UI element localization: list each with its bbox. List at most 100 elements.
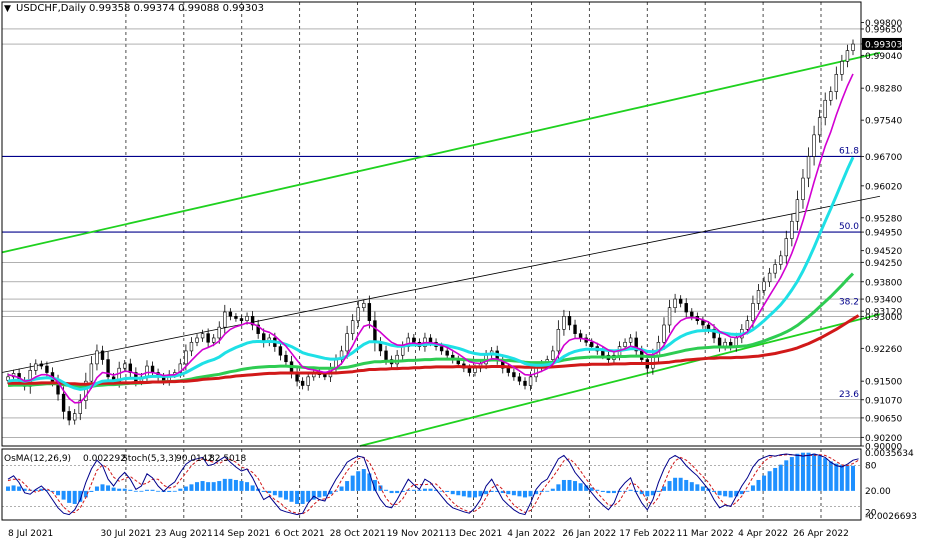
candle-body <box>34 363 38 371</box>
osma-bar <box>333 490 338 492</box>
candle-body <box>184 350 188 365</box>
x-tick-label: 11 Mar 2022 <box>677 529 734 539</box>
osma-bar <box>567 479 572 491</box>
candle-body <box>278 346 283 356</box>
x-tick-label: 17 Feb 2022 <box>619 529 675 539</box>
candle-body <box>684 303 688 313</box>
candle-body <box>78 400 82 414</box>
candle-body <box>845 50 850 62</box>
candle-body <box>784 238 788 257</box>
ema-mid-line <box>7 156 855 391</box>
axes: 8 Jul 2021 30 Jul 2021 23 Aug 2021 14 Sep 2… <box>1 1 917 539</box>
candle-body <box>39 363 44 367</box>
osma-bar <box>628 489 633 491</box>
oscillator-plot <box>2 449 861 520</box>
osma-bar <box>839 464 844 491</box>
oscillator-y-tick-label: -0.0026693 <box>865 512 917 522</box>
osma-bar <box>756 479 761 491</box>
x-tick-label: 23 Aug 2021 <box>155 529 213 539</box>
osma-bar <box>539 490 544 492</box>
osma-bar <box>350 475 355 491</box>
candle-body <box>89 363 94 382</box>
x-tick-label: 14 Sep 2021 <box>213 529 270 539</box>
channel-lower-line <box>359 313 881 447</box>
x-tick-label: 30 Jul 2021 <box>100 529 151 539</box>
candle-body <box>678 298 683 304</box>
candle-body <box>590 341 594 347</box>
osma-bar <box>178 488 183 491</box>
osma-bar <box>111 487 116 491</box>
candle-body <box>412 337 416 343</box>
chart-symbol: USDCHF,Daily <box>16 3 86 14</box>
osma-bar <box>217 481 222 491</box>
osma-bar <box>550 488 555 491</box>
candle-body <box>523 380 527 386</box>
current-price-tag <box>862 37 902 50</box>
osma-bar <box>511 490 516 496</box>
candle-body <box>45 365 49 373</box>
candle-body <box>100 350 105 360</box>
osma-bar <box>745 490 750 492</box>
osma-bar <box>800 452 805 491</box>
osma-bar <box>311 490 316 500</box>
osma-bar <box>600 490 605 492</box>
candle-body <box>195 337 199 343</box>
candle-body <box>656 341 661 356</box>
osma-bar <box>684 479 689 491</box>
osma-bar <box>67 490 72 503</box>
osma-bar <box>828 461 833 491</box>
osma-bar <box>72 490 77 504</box>
candle-body <box>106 359 110 378</box>
candle-body <box>806 156 811 179</box>
candle-body <box>623 341 627 347</box>
osma-bar <box>806 452 811 491</box>
candle-body <box>690 311 694 317</box>
y-tick-label: 0.90650 <box>865 414 902 424</box>
candle-body <box>234 316 238 319</box>
candle-body <box>284 354 288 363</box>
osma-bar <box>339 486 344 491</box>
osma-bar <box>678 477 683 491</box>
osma-bar <box>422 488 427 491</box>
oscillator-y-tick-label: 20.00 <box>865 487 891 497</box>
candle-body <box>801 177 805 200</box>
osma-bar <box>573 481 578 491</box>
osma-bar <box>400 490 405 492</box>
osma-bar <box>272 490 277 496</box>
y-tick-label: 0.90200 <box>865 434 902 444</box>
osma-bar <box>617 490 622 492</box>
osma-bar <box>78 490 83 502</box>
osma-bar <box>289 490 294 502</box>
y-tick-label: 0.95280 <box>865 214 902 224</box>
chart-ohlc-values: 0.99358 0.99374 0.99088 0.99303 <box>89 3 264 14</box>
candle-body <box>61 393 66 412</box>
candle-body <box>467 367 472 373</box>
osma-bar <box>150 489 155 491</box>
osma-bar <box>723 490 728 497</box>
candle-body <box>512 372 516 378</box>
osma-bar <box>94 486 99 491</box>
candle-body <box>834 74 839 92</box>
osma-bar <box>228 478 233 491</box>
header-dropdown-icon[interactable]: ▼ <box>4 4 11 14</box>
osma-bar <box>434 489 439 491</box>
osma-bar <box>778 464 783 491</box>
y-tick-label: 0.90000 <box>865 443 902 453</box>
candle-body <box>562 316 566 330</box>
osma-bar <box>167 490 172 492</box>
osma-bar <box>106 485 111 491</box>
osma-bar <box>817 455 822 491</box>
osma-bar <box>795 453 800 491</box>
osma-bar <box>700 486 705 491</box>
osma-bar <box>545 490 550 492</box>
osma-bar <box>523 490 528 498</box>
candle-body <box>356 307 360 321</box>
candle-body <box>795 199 800 222</box>
osma-bar <box>195 482 200 491</box>
osma-bar <box>595 489 600 491</box>
osma-bar <box>372 479 377 491</box>
osma-bar <box>317 490 322 498</box>
candle-body <box>217 326 221 339</box>
osma-bar <box>467 490 472 498</box>
